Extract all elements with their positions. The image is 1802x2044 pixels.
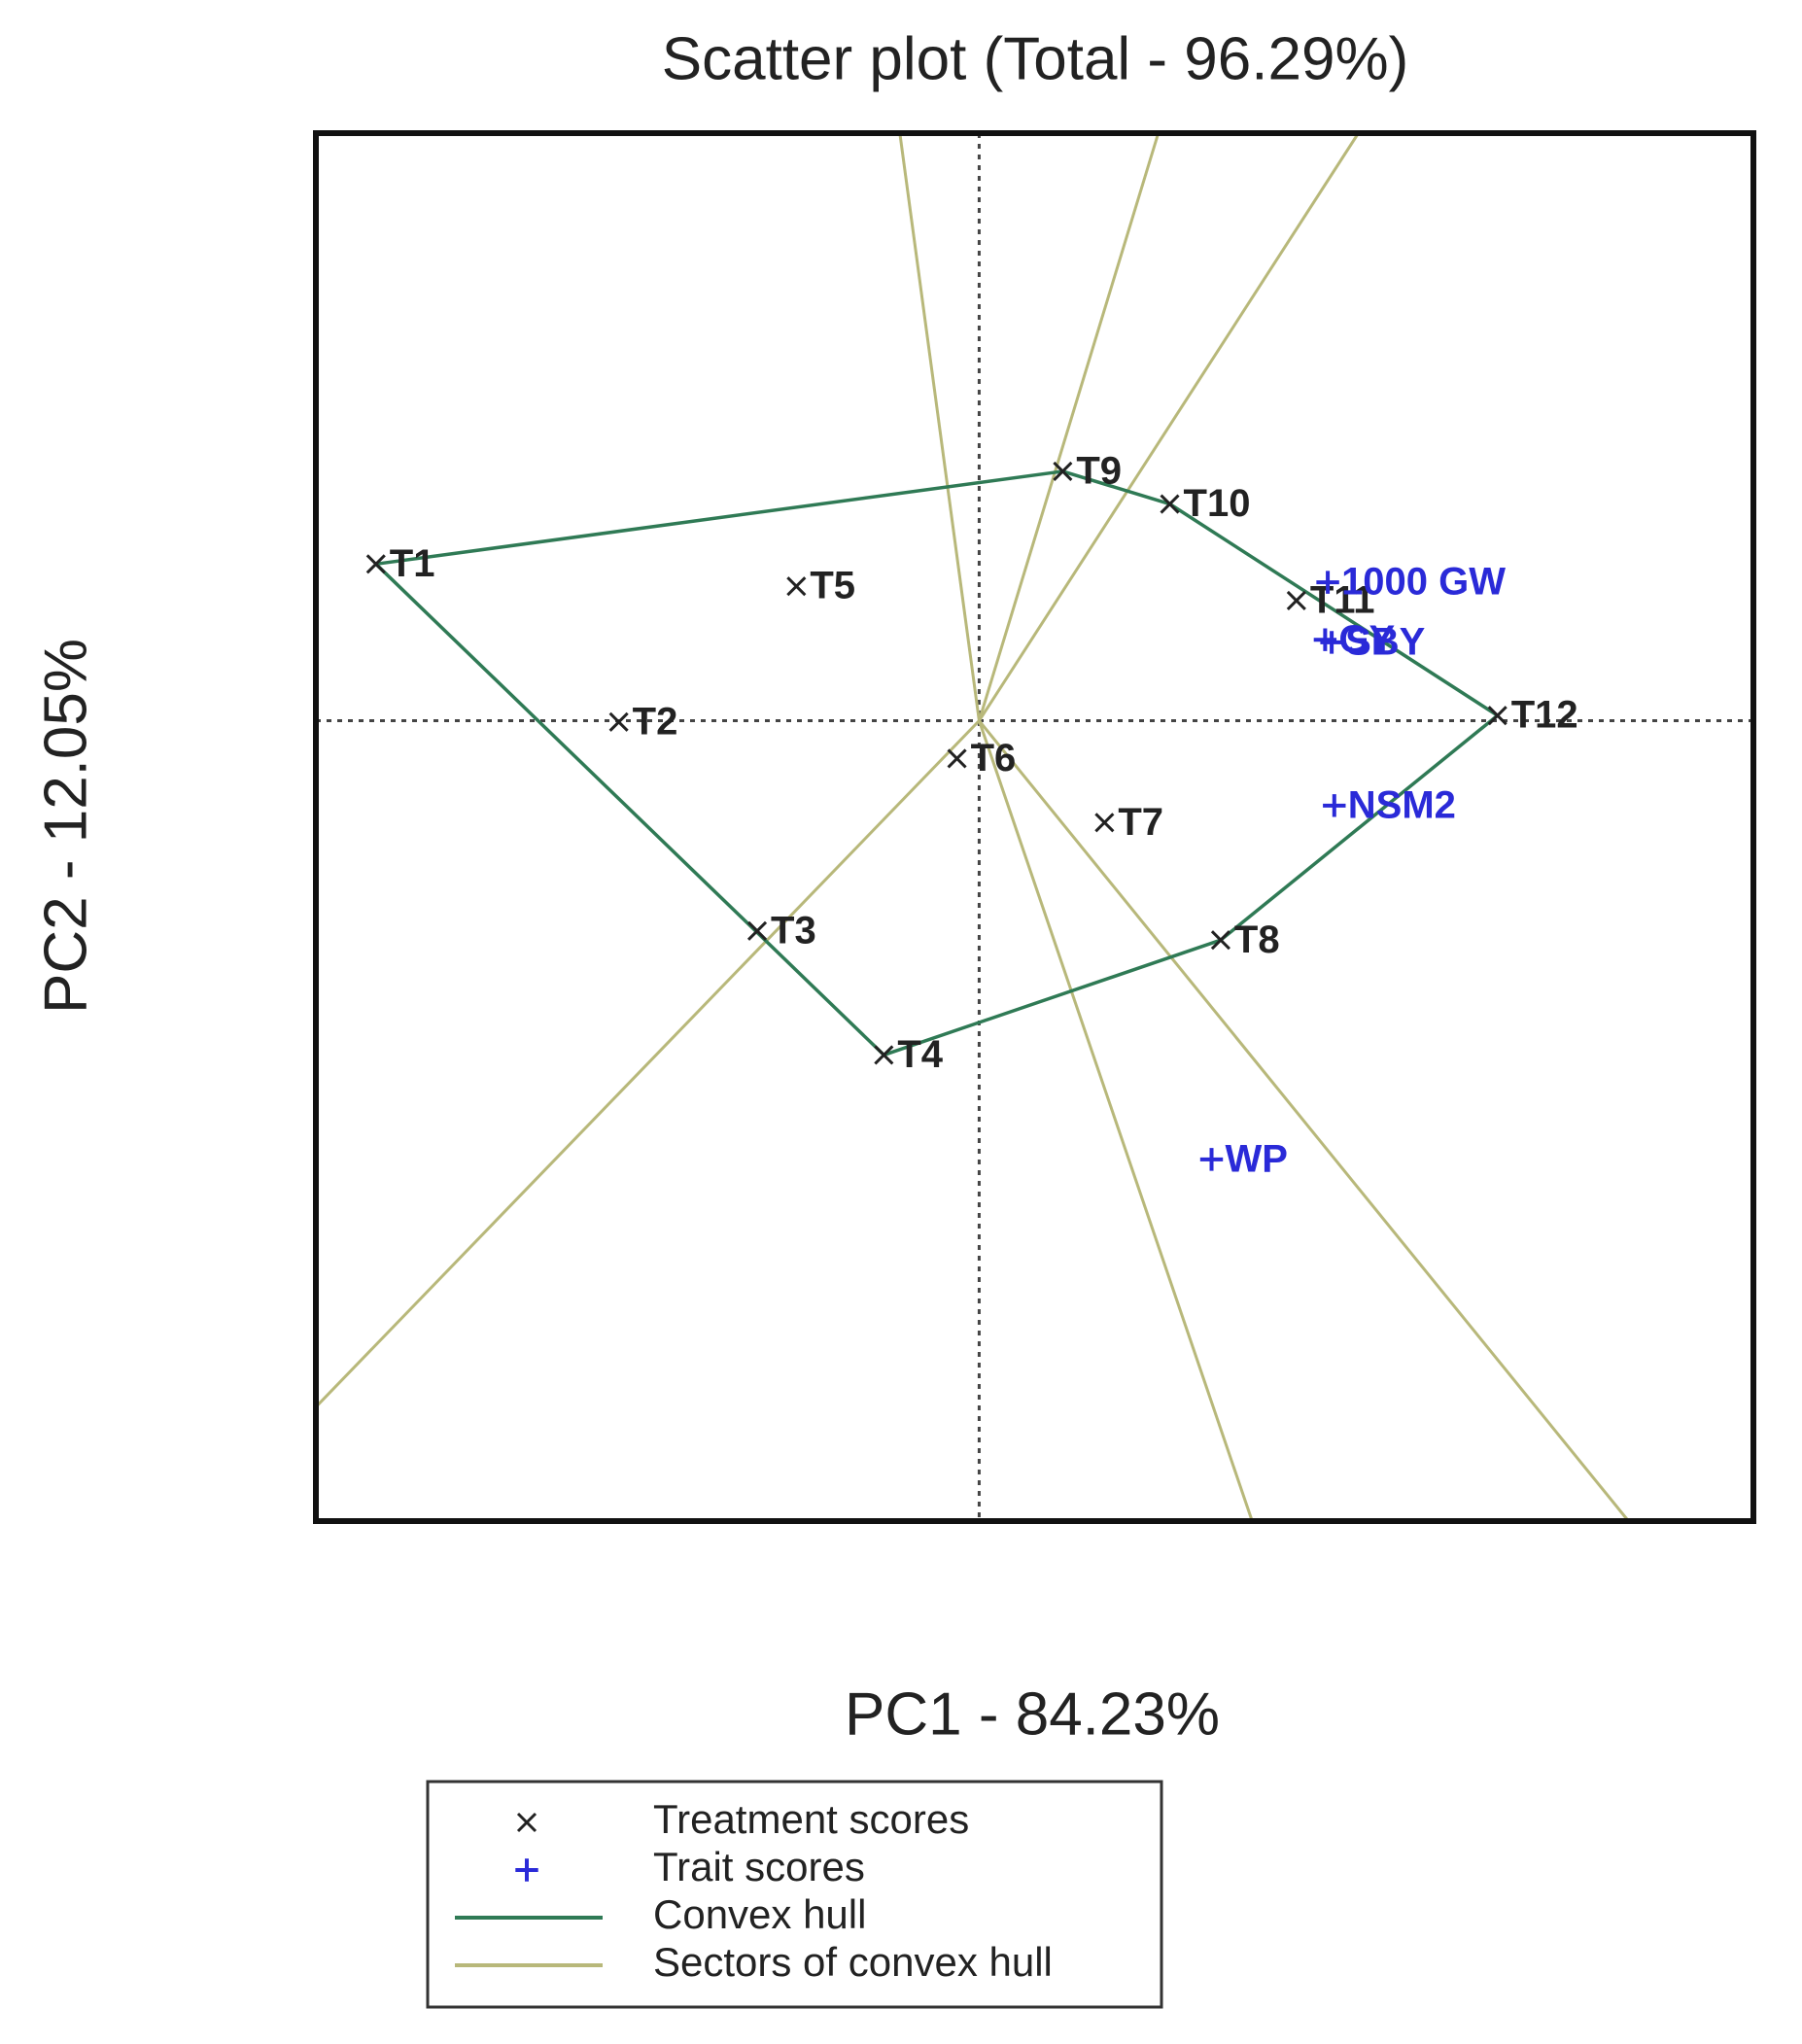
treatment-point bbox=[1160, 494, 1180, 514]
hull-edge bbox=[1168, 502, 1499, 717]
point-label: NSM2 bbox=[1348, 783, 1456, 826]
treatment-point bbox=[786, 576, 807, 597]
plot-frame bbox=[313, 130, 1756, 1524]
point-label: T6 bbox=[971, 737, 1017, 779]
treatment-point bbox=[1286, 590, 1306, 610]
trait-point bbox=[1316, 571, 1339, 594]
y-axis-label: PC2 - 12.05% bbox=[32, 639, 99, 1014]
hull-edge bbox=[1219, 713, 1499, 942]
hull-edge bbox=[1061, 469, 1171, 506]
treatment-point bbox=[1487, 706, 1507, 726]
point-label: T12 bbox=[1511, 694, 1578, 737]
point-label: T3 bbox=[771, 909, 816, 952]
treatment-point bbox=[1053, 461, 1073, 481]
point-label: GY bbox=[1338, 618, 1395, 661]
treatment-point bbox=[947, 748, 967, 769]
point-label: T2 bbox=[633, 700, 678, 743]
sector-line bbox=[898, 132, 981, 721]
legend-label: Convex hull bbox=[653, 1891, 866, 1937]
point-label: SBY bbox=[1345, 620, 1426, 663]
legend-label: Trait scores bbox=[653, 1844, 865, 1889]
hull-edge bbox=[374, 563, 885, 1057]
point-label: T10 bbox=[1184, 482, 1251, 525]
hull-edge bbox=[883, 938, 1222, 1057]
point-label: T4 bbox=[897, 1033, 943, 1076]
hull-edge bbox=[375, 469, 1063, 567]
point-label: T1 bbox=[390, 542, 435, 585]
trait-point bbox=[1199, 1148, 1224, 1171]
point-label: T7 bbox=[1118, 801, 1163, 844]
sector-line bbox=[977, 132, 1161, 721]
trait-point bbox=[1320, 631, 1343, 654]
sector-line bbox=[314, 719, 981, 1408]
treatment-point bbox=[1210, 930, 1230, 951]
legend-marker bbox=[515, 1858, 538, 1882]
treatment-point bbox=[365, 554, 386, 574]
point-label: 1000 GW bbox=[1341, 561, 1506, 604]
treatment-point bbox=[874, 1045, 894, 1065]
legend-box bbox=[426, 1780, 1163, 2009]
point-label: T8 bbox=[1234, 918, 1280, 961]
legend-marker bbox=[516, 1812, 537, 1833]
trait-point bbox=[1323, 794, 1346, 817]
point-label: T5 bbox=[810, 565, 855, 607]
treatment-point bbox=[746, 920, 768, 941]
sector-line bbox=[977, 720, 1254, 1522]
sector-line bbox=[978, 132, 1360, 722]
chart-title: Scatter plot (Total - 96.29%) bbox=[662, 25, 1408, 92]
treatment-point bbox=[608, 711, 629, 732]
point-label: T9 bbox=[1076, 449, 1122, 492]
point-label: T11 bbox=[1310, 578, 1375, 621]
point-label: WP bbox=[1226, 1137, 1288, 1180]
treatment-point bbox=[1094, 813, 1115, 833]
legend-label: Treatment scores bbox=[653, 1796, 969, 1842]
x-axis-label: PC1 - 84.23% bbox=[845, 1680, 1220, 1748]
legend-label: Sectors of convex hull bbox=[653, 1939, 1053, 1985]
sector-line bbox=[978, 719, 1630, 1522]
